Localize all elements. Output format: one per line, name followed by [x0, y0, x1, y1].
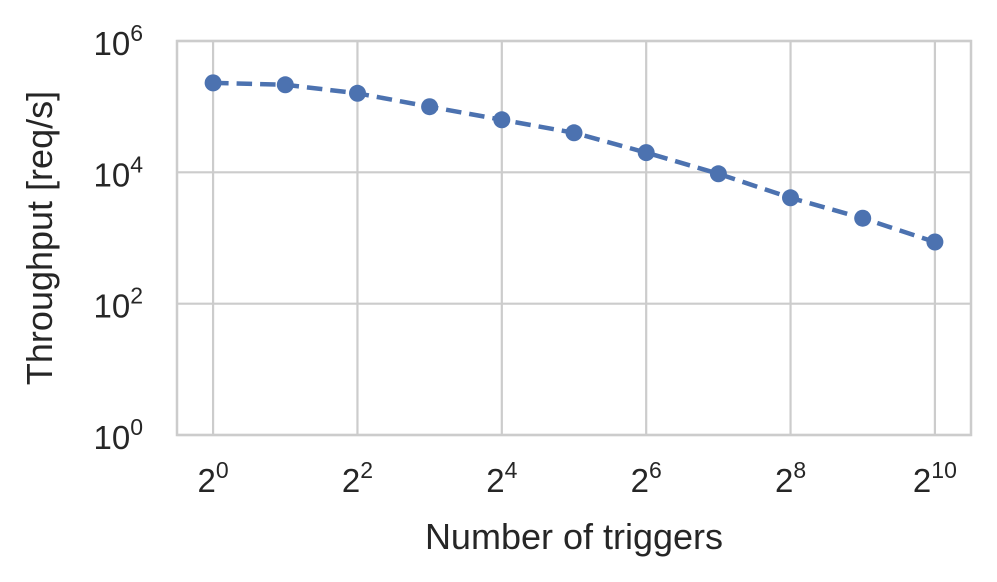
- y-tick-label: 106: [93, 20, 143, 62]
- data-point: [926, 233, 944, 251]
- data-point: [204, 74, 222, 92]
- x-tick-label: 22: [342, 457, 373, 499]
- data-line: [213, 80, 936, 245]
- data-point: [421, 98, 439, 116]
- y-tick-label: 102: [93, 283, 143, 325]
- x-tick-label: 210: [913, 457, 957, 499]
- x-tick-label: 28: [775, 457, 806, 499]
- x-tick-label: 26: [631, 457, 662, 499]
- gridlines: [177, 39, 971, 437]
- data-point: [782, 189, 799, 207]
- plot-border: [175, 39, 973, 437]
- plot-frame: [175, 39, 973, 437]
- x-tick-labels: 20 22 24 26 28 210: [198, 457, 957, 499]
- data-point: [349, 84, 366, 102]
- x-tick-label: 20: [198, 457, 229, 499]
- data-point: [637, 144, 655, 162]
- data-point: [493, 111, 511, 129]
- y-tick-label: 100: [93, 414, 143, 456]
- data-point: [565, 124, 583, 142]
- y-tick-labels: 100 102 104 106: [93, 20, 143, 456]
- y-tick-label: 104: [93, 151, 143, 193]
- x-tick-label: 24: [486, 457, 517, 499]
- x-axis-label: Number of triggers: [425, 516, 723, 557]
- series-layer: [204, 74, 944, 251]
- y-axis-label: Throughput [req/s]: [19, 91, 60, 385]
- data-point: [709, 165, 727, 183]
- data-point: [276, 76, 294, 94]
- data-point: [854, 209, 872, 227]
